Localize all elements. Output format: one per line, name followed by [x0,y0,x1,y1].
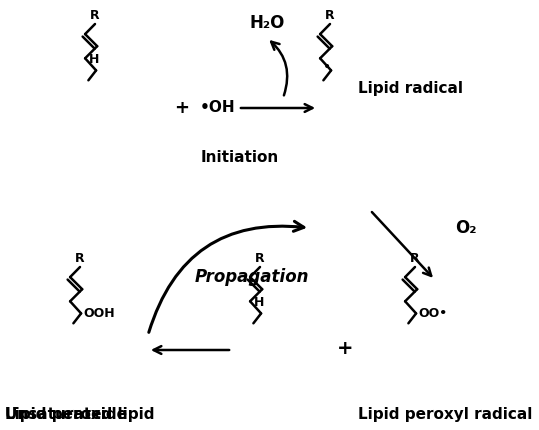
Text: Lipid peroxyl radical: Lipid peroxyl radical [358,407,533,422]
Text: R: R [325,9,335,22]
Text: •: • [323,60,331,74]
Text: Lipid peroxide: Lipid peroxide [5,407,127,422]
Text: R: R [255,252,265,265]
Text: H: H [254,296,265,309]
Text: OOH: OOH [83,307,115,320]
Text: R: R [75,252,85,265]
Text: R: R [410,252,420,265]
Text: H: H [89,53,100,66]
Text: Propagation: Propagation [195,268,309,286]
Text: OO•: OO• [418,307,447,320]
Text: Initiation: Initiation [201,150,279,165]
Text: +: + [337,338,353,357]
Text: +: + [175,99,190,117]
Text: Unsaturated lipid: Unsaturated lipid [5,407,155,422]
Text: H₂O: H₂O [250,14,285,32]
Text: R: R [90,9,100,22]
Text: Lipid radical: Lipid radical [358,80,463,95]
Text: •OH: •OH [200,101,236,116]
Text: O₂: O₂ [455,219,476,237]
